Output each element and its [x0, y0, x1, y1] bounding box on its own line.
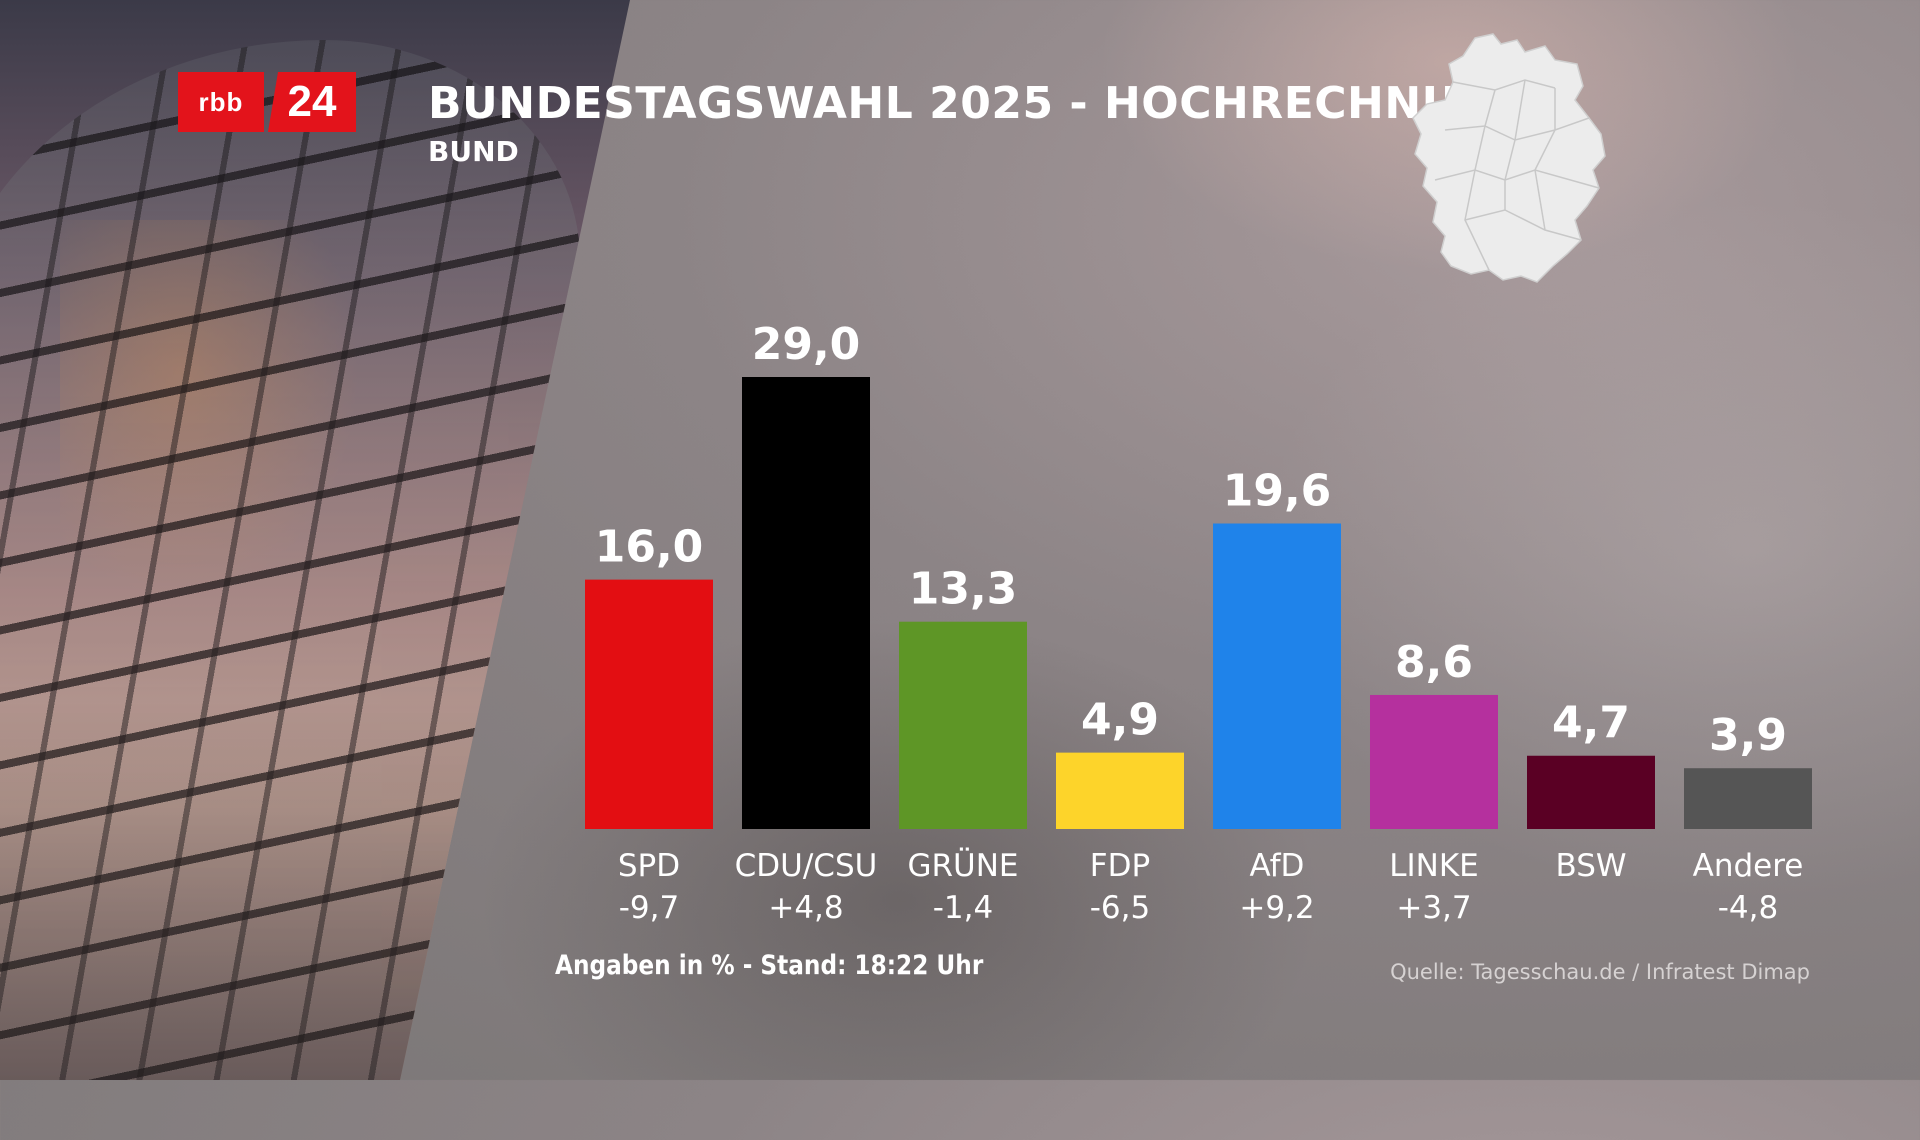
- change-label: +3,7: [1396, 890, 1471, 926]
- value-label: 16,0: [595, 522, 704, 573]
- change-label: -6,5: [1090, 890, 1151, 926]
- value-label: 3,9: [1709, 710, 1787, 761]
- source-credit: Quelle: Tagesschau.de / Infratest Dimap: [1390, 960, 1810, 984]
- value-label: 4,9: [1081, 695, 1159, 746]
- bar-bsw: [1527, 755, 1655, 829]
- category-label: LINKE: [1389, 848, 1479, 884]
- category-label: FDP: [1090, 848, 1150, 884]
- bar-linke: [1370, 694, 1498, 829]
- footnote: Angaben in % - Stand: 18:22 Uhr: [555, 950, 984, 981]
- logo-rbb-text: rbb: [178, 72, 264, 132]
- change-label: -9,7: [619, 890, 680, 926]
- change-label: -1,4: [933, 890, 994, 926]
- bar-afd: [1213, 523, 1341, 829]
- bar-spd: [585, 579, 713, 829]
- bar-chart: 16,0 SPD -9,7 29,0 CDU/CSU +4,8 13,3 GRÜNE -1,4 4…: [585, 319, 1812, 926]
- value-label: 8,6: [1395, 637, 1473, 688]
- category-label: CDU/CSU: [735, 848, 878, 884]
- change-label: +4,8: [768, 890, 843, 926]
- bar-fdp: [1056, 752, 1184, 829]
- change-label: -4,8: [1718, 890, 1779, 926]
- category-label: Andere: [1693, 848, 1804, 884]
- value-label: 13,3: [909, 564, 1018, 615]
- value-label: 19,6: [1223, 466, 1332, 517]
- category-label: AfD: [1250, 848, 1305, 884]
- category-label: SPD: [618, 848, 680, 884]
- value-label: 4,7: [1552, 698, 1630, 749]
- category-label: BSW: [1555, 848, 1626, 884]
- change-label: +9,2: [1239, 890, 1314, 926]
- bar-andere: [1684, 768, 1812, 829]
- chart-title: BUNDESTAGSWAHL 2025 - HOCHRECHNUNG: [428, 78, 1532, 129]
- category-label: GRÜNE: [907, 847, 1018, 884]
- value-label: 29,0: [752, 319, 861, 370]
- logo-24-text: 24: [268, 72, 356, 132]
- rbb24-logo: rbb 24: [178, 72, 356, 132]
- bar-gr-ne: [899, 621, 1027, 829]
- germany-map-icon: [1412, 33, 1606, 283]
- bar-cdu-csu: [742, 377, 870, 829]
- chart-subtitle: BUND: [428, 135, 519, 168]
